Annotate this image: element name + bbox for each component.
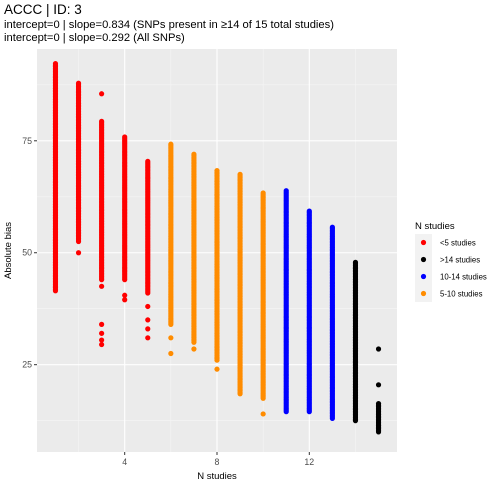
legend-label: <5 studies	[440, 239, 476, 248]
data-point	[122, 134, 128, 140]
y-tick-label: 75	[22, 136, 32, 146]
data-point	[168, 350, 174, 357]
data-point	[375, 382, 382, 388]
data-point	[260, 411, 266, 417]
data-point	[375, 401, 382, 407]
y-axis: 25 50 75	[22, 136, 37, 370]
data-point	[99, 321, 105, 327]
data-point	[168, 141, 174, 147]
legend-marker	[420, 256, 427, 263]
data-point	[99, 118, 105, 124]
x-tick-label: 8	[215, 457, 220, 467]
legend-marker	[420, 239, 427, 246]
legend-label: 5-10 studies	[440, 290, 483, 299]
data-point	[375, 346, 382, 352]
legend-label: >14 studies	[440, 256, 480, 265]
y-tick-label: 25	[22, 360, 32, 370]
chart-subtitle-1: intercept=0 | slope=0.834 (SNPs present …	[4, 19, 334, 31]
data-point	[237, 171, 243, 177]
data-point	[214, 366, 220, 372]
data-point	[145, 303, 151, 310]
data-point	[122, 297, 128, 303]
x-axis: 4 8 12	[122, 452, 314, 467]
y-tick-label: 50	[22, 248, 32, 258]
data-point	[191, 346, 197, 352]
legend-marker	[420, 290, 427, 297]
y-axis-title: Absolute bias	[3, 222, 14, 279]
data-point	[75, 250, 82, 256]
data-point	[99, 91, 105, 97]
data-point	[99, 337, 105, 343]
chart-title: ACCC | ID: 3	[4, 2, 82, 17]
data-point	[191, 151, 197, 157]
x-tick-label: 4	[122, 457, 127, 467]
data-point	[99, 283, 105, 289]
data-point	[214, 167, 220, 174]
data-point	[122, 292, 128, 298]
data-points	[52, 60, 382, 435]
data-point	[75, 80, 82, 86]
data-point	[52, 60, 59, 67]
data-point	[145, 335, 151, 341]
chart-subtitle-2: intercept=0 | slope=0.292 (All SNPs)	[4, 32, 185, 44]
legend-marker	[420, 273, 427, 280]
x-tick-label: 12	[304, 457, 314, 467]
legend-label: 10-14 studies	[440, 273, 487, 282]
data-point	[214, 191, 220, 198]
legend-title: N studies	[415, 221, 455, 232]
data-point	[306, 208, 312, 214]
data-point	[99, 341, 105, 348]
x-axis-title: N studies	[197, 471, 237, 482]
data-point	[145, 158, 151, 164]
data-point	[168, 335, 174, 341]
legend: N studies <5 studies >14 studies 10-14 stu…	[415, 221, 487, 302]
data-point	[145, 326, 151, 332]
data-point	[145, 317, 151, 323]
data-point	[214, 178, 220, 184]
data-point	[329, 224, 335, 230]
data-point	[283, 188, 289, 194]
data-point	[260, 190, 266, 196]
data-point	[352, 259, 359, 265]
data-point	[99, 330, 105, 336]
